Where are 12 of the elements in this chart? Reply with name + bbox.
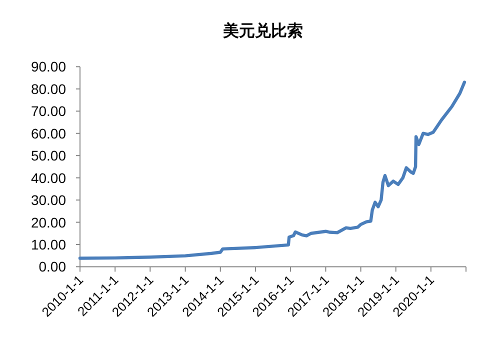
y-tick-label: 80.00 [30,80,66,97]
y-tick-label: 30.00 [30,192,66,208]
y-tick-label: 20.00 [30,214,66,230]
y-tick-label: 70.00 [30,103,66,120]
y-tick-label: 40.00 [30,170,66,186]
line-series [78,80,466,260]
y-tick-label: 10.00 [30,236,66,252]
y-tick-label: 60.00 [30,125,66,142]
y-tick-label: 0.00 [38,258,66,275]
y-tick-label: 50.00 [30,148,66,164]
chart-title: 美元兑比索 [222,21,303,40]
y-tick-label: 90.00 [30,58,66,75]
